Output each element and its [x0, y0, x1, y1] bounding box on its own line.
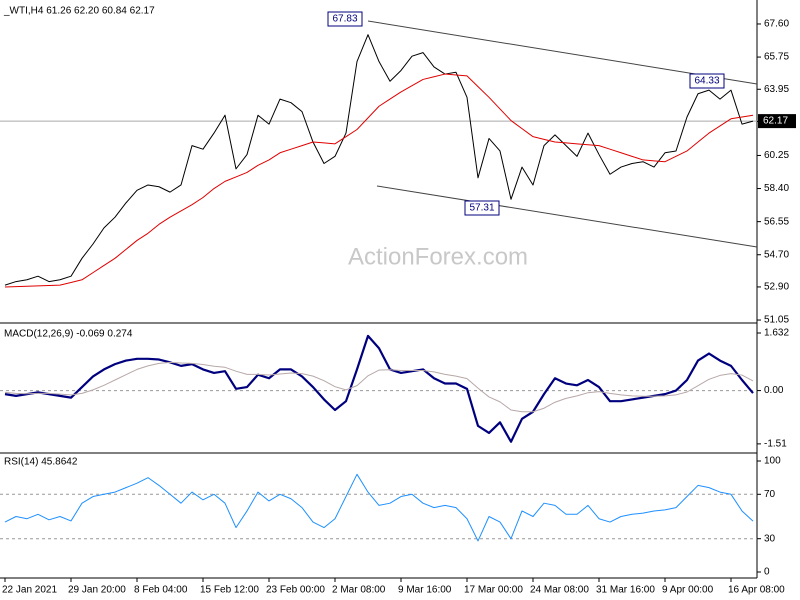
- y-tick-label: 60.25: [764, 150, 789, 161]
- y-tick-label: 0: [764, 567, 770, 578]
- panel-title: RSI(14) 45.8642: [4, 457, 78, 468]
- y-tick-label: 51.05: [764, 315, 789, 326]
- price-tag: [758, 114, 796, 129]
- x-tick-label: 22 Jan 2021: [2, 585, 57, 596]
- annotation-box: [327, 11, 363, 27]
- y-tick-label: 30: [764, 533, 776, 544]
- annotation-box: [464, 200, 500, 216]
- y-tick-label: -1.51: [764, 439, 787, 450]
- watermark: ActionForex.com: [348, 243, 528, 270]
- y-tick-label: 0.00: [764, 385, 784, 396]
- y-tick-label: 70: [764, 489, 776, 500]
- x-tick-label: 15 Feb 12:00: [200, 585, 259, 596]
- x-tick-label: 24 Mar 08:00: [530, 585, 589, 596]
- annotation: 67.83: [332, 14, 357, 25]
- x-tick-label: 9 Mar 16:00: [398, 585, 452, 596]
- x-tick-label: 8 Feb 04:00: [134, 585, 188, 596]
- y-tick-label: 67.60: [764, 19, 789, 30]
- panel-title: MACD(12,26,9) -0.069 0.274: [4, 329, 133, 340]
- price-tag-label: 62.17: [763, 116, 788, 127]
- y-tick-label: 56.55: [764, 216, 789, 227]
- annotation: 57.31: [469, 203, 494, 214]
- x-tick-label: 16 Apr 08:00: [728, 585, 785, 596]
- y-tick-label: 100: [764, 456, 781, 467]
- x-tick-label: 23 Feb 00:00: [266, 585, 325, 596]
- y-tick-label: 54.70: [764, 249, 789, 260]
- x-tick-label: 29 Jan 20:00: [68, 585, 126, 596]
- x-tick-label: 9 Apr 00:00: [662, 585, 714, 596]
- panel-title: _WTI,H4 61.26 62.20 60.84 62.17: [3, 6, 155, 17]
- y-tick-label: 58.40: [764, 183, 789, 194]
- y-tick-label: 63.95: [764, 84, 789, 95]
- y-tick-label: 1.632: [764, 328, 789, 339]
- annotation-box: [689, 73, 725, 89]
- x-tick-label: 17 Mar 00:00: [464, 585, 523, 596]
- x-tick-label: 2 Mar 08:00: [332, 585, 386, 596]
- series-line: [4, 334, 754, 443]
- y-tick-label: 52.90: [764, 282, 789, 293]
- channel-line: [376, 185, 758, 248]
- series-line: [4, 361, 754, 413]
- x-tick-label: 31 Mar 16:00: [596, 585, 655, 596]
- annotation: 64.33: [694, 76, 719, 87]
- y-tick-label: 65.75: [764, 52, 789, 63]
- series-line: [4, 473, 754, 542]
- series-line: [4, 34, 754, 286]
- series-line: [4, 73, 754, 288]
